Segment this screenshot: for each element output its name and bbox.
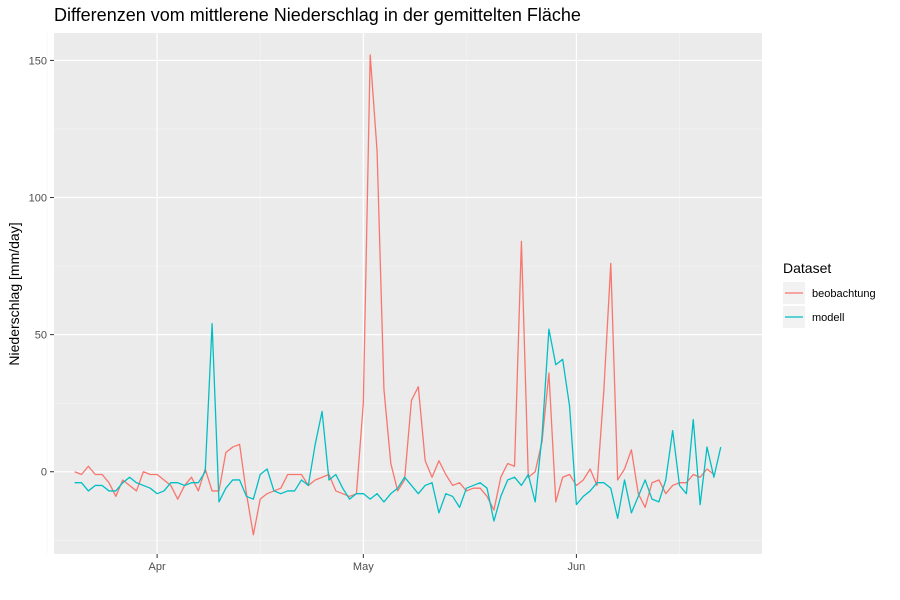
grid-major (54, 33, 762, 554)
x-tick-label: Jun (568, 561, 586, 573)
series-lines (74, 54, 722, 536)
legend-item-modell: modell (783, 306, 844, 328)
plot-panel (54, 33, 762, 554)
y-axis: 0 50 100 150 (29, 55, 54, 479)
series-line-modell (74, 323, 722, 522)
legend-item-beobachtung: beobachtung (783, 282, 876, 304)
x-tick-label: May (353, 561, 374, 573)
legend: Dataset beobachtung modell (783, 260, 876, 328)
series-line-beobachtung (74, 54, 715, 536)
x-axis: Apr May Jun (149, 554, 586, 573)
legend-label-modell: modell (812, 312, 844, 324)
y-tick-label: 0 (41, 467, 47, 479)
y-tick-label: 100 (29, 193, 47, 205)
y-tick-label: 150 (29, 55, 47, 67)
grid-minor (46, 33, 762, 554)
legend-label-beobachtung: beobachtung (812, 288, 876, 300)
chart-title: Differenzen vom mittlerene Niederschlag … (54, 5, 581, 25)
y-tick-label: 50 (35, 330, 47, 342)
x-tick-label: Apr (149, 561, 166, 573)
y-axis-title: Niederschlag [mm/day] (6, 222, 22, 365)
legend-title: Dataset (783, 260, 831, 276)
